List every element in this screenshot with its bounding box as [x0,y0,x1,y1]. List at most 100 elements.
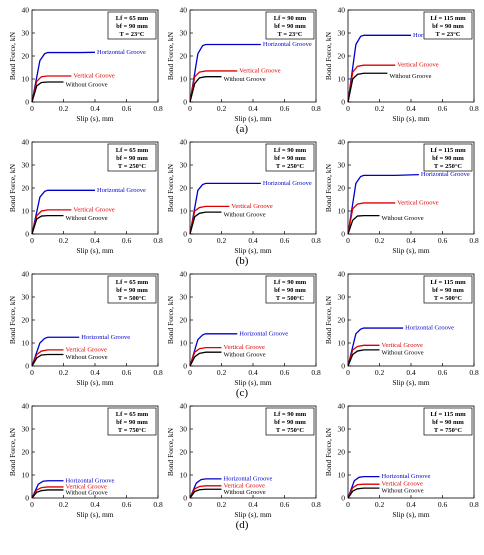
series-line [347,72,388,103]
x-tick-label: 0.6 [280,500,290,509]
x-tick-label: 0.2 [59,368,69,377]
y-tick-label: 40 [338,270,346,279]
y-tick-label: 40 [22,402,30,411]
x-axis-label: Slip (s), mm [234,246,271,255]
x-tick-label: 0 [30,368,34,377]
series-line [347,214,380,235]
series-label: Vertical Groove [73,206,114,213]
legend-text: bf = 90 mm [432,419,464,426]
x-tick-label: 0.4 [90,104,100,113]
series-label: Vertical Groove [224,344,265,351]
series-label: Horizontal Groove [405,325,454,332]
x-tick-label: 0.4 [406,104,416,113]
y-tick-label: 30 [338,293,346,302]
x-axis-label: Slip (s), mm [76,510,113,519]
y-tick-label: 40 [22,138,30,147]
series-label: Horizontal Groove [382,473,431,480]
x-axis-label: Slip (s), mm [392,246,429,255]
series-label: Horizontal Groove [66,477,115,484]
y-tick-label: 40 [338,138,346,147]
y-tick-label: 10 [338,339,346,348]
x-tick-label: 0 [346,236,350,245]
y-tick-label: 40 [180,138,188,147]
y-axis-label: Bond Force, kN [324,163,333,212]
subplot-4-1: 0 0.2 0.4 0.6 0.8 0 10 20 30 40 Slip (s), mm Bond F… [8,402,163,519]
series-label: Vertical Groove [397,62,438,69]
x-axis-label: Slip (s), mm [234,378,271,387]
y-tick-label: 30 [180,29,188,38]
series-line [347,344,380,367]
y-axis-label: Bond Force, kN [8,163,17,212]
x-tick-label: 0.2 [375,368,385,377]
x-tick-label: 0.6 [122,368,132,377]
legend-text: Lf = 90 mm [274,411,307,418]
legend-text: Lf = 115 mm [430,147,466,154]
x-tick-label: 0 [188,104,192,113]
subplot-1-1: 0 0.2 0.4 0.6 0.8 0 10 20 30 40 Slip (s), mm Bond F… [8,6,163,123]
x-tick-label: 0 [346,500,350,509]
subplot-1-3: 0 0.2 0.4 0.6 0.8 0 10 20 30 40 Slip (s), mm Bond F… [324,6,479,123]
x-tick-label: 0.4 [90,500,100,509]
x-tick-label: 0.2 [217,500,227,509]
series-label: Horizontal Groove [263,41,312,48]
series-label: Horizontal Groove [421,171,470,178]
series-line [31,480,64,499]
y-tick-label: 40 [180,402,188,411]
legend-box [423,275,473,304]
series-line [347,327,404,367]
x-tick-label: 0.4 [90,236,100,245]
subplot-3-2: 0 0.2 0.4 0.6 0.8 0 10 20 30 40 Slip (s), mm Bond F… [166,270,321,387]
y-tick-label: 0 [183,230,187,239]
series-line [189,351,222,367]
series-label: Without Groove [224,352,266,359]
subplot-4-2: 0 0.2 0.4 0.6 0.8 0 10 20 30 40 Slip (s), mm Bond F… [166,402,321,519]
x-tick-label: 0.2 [217,236,227,245]
series-label: Vertical Groove [382,481,423,488]
series-label: Without Groove [382,488,424,495]
series-line [189,76,222,103]
x-axis-label: Slip (s), mm [392,510,429,519]
series-line [31,81,64,103]
series-label: Horizontal Groove [263,180,312,187]
series-line [31,489,64,499]
x-tick-label: 0.8 [469,368,479,377]
y-tick-label: 20 [22,316,30,325]
y-tick-label: 40 [22,270,30,279]
series-label: Vertical Groove [239,67,280,74]
series-line [347,349,380,367]
y-tick-label: 30 [338,161,346,170]
x-tick-label: 0.2 [375,104,385,113]
legend-box [265,11,315,40]
series-label: Without Groove [66,215,108,222]
x-tick-label: 0.8 [469,236,479,245]
legend-text: T = 23°C [120,31,145,38]
y-axis-label: Bond Force, kN [166,31,175,80]
series-line [31,51,96,103]
subplot-4-3: 0 0.2 0.4 0.6 0.8 0 10 20 30 40 Slip (s), mm Bond F… [324,402,479,519]
row-caption: (d) [236,519,249,531]
x-tick-label: 0.6 [122,500,132,509]
y-tick-label: 40 [338,402,346,411]
subplot-2-1: 0 0.2 0.4 0.6 0.8 0 10 20 30 40 Slip (s), mm Bond F… [8,138,163,255]
x-tick-label: 0.4 [406,236,416,245]
legend-text: T = 750°C [118,427,147,434]
series-line [189,70,238,103]
y-tick-label: 20 [180,52,188,61]
x-axis-label: Slip (s), mm [392,378,429,387]
legend-text: T = 23°C [436,31,461,38]
series-label: Horizontal Groove [81,334,130,341]
series-label: Vertical Groove [231,203,272,210]
x-axis-label: Slip (s), mm [76,246,113,255]
x-tick-label: 0.6 [280,368,290,377]
series-line [31,209,72,235]
y-tick-label: 20 [22,184,30,193]
y-tick-label: 20 [22,52,30,61]
series-label: Without Groove [66,489,108,496]
legend-box [107,143,157,172]
legend-text: bf = 90 mm [432,23,464,30]
series-line [189,211,222,235]
x-axis-label: Slip (s), mm [234,114,271,123]
series-line [347,174,419,235]
series-line [347,483,380,499]
legend-text: Lf = 115 mm [430,279,466,286]
